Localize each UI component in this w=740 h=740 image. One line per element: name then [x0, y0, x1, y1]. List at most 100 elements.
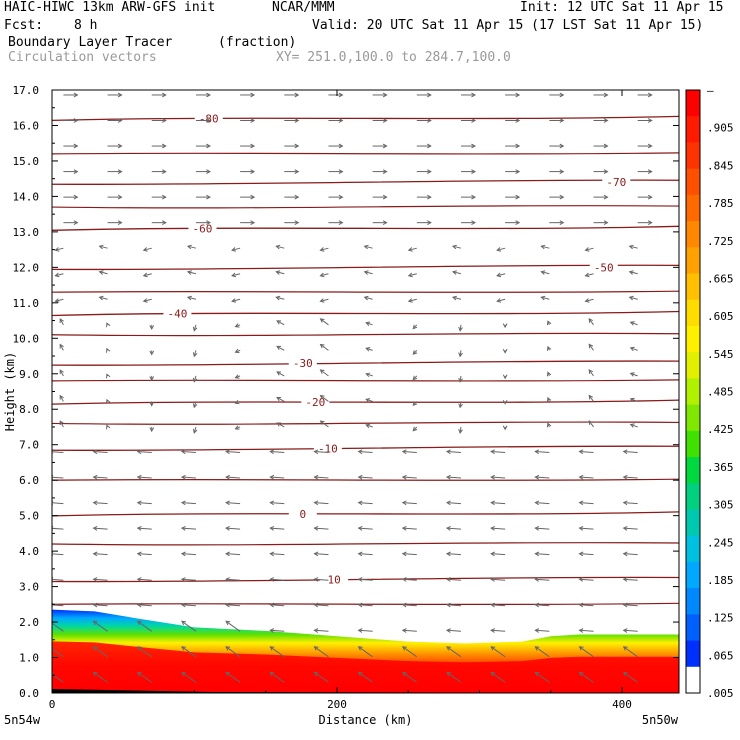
- circulation-vector: [270, 527, 285, 530]
- vector-head: [276, 422, 282, 427]
- vector-head: [98, 244, 104, 250]
- vector-head: [603, 92, 609, 98]
- circulation-vector: [623, 671, 638, 683]
- vector-head: [401, 500, 407, 506]
- vector-head: [142, 272, 148, 278]
- circulation-vector: [629, 245, 638, 249]
- vector-head: [161, 220, 167, 226]
- vector-head: [445, 474, 451, 480]
- vector-head: [401, 577, 407, 582]
- vector-head: [294, 92, 300, 98]
- circulation-vector: [93, 671, 108, 683]
- vector-head: [225, 526, 230, 531]
- colorbar-swatch: [686, 666, 700, 694]
- vector-head: [313, 474, 319, 480]
- vector-head: [225, 551, 230, 557]
- vector-head: [117, 169, 123, 174]
- vector-head: [161, 143, 167, 149]
- vector-head: [319, 247, 325, 252]
- vector-head: [647, 118, 653, 123]
- x-tick-label: 200: [327, 698, 347, 711]
- vector-head: [117, 92, 123, 98]
- vector-head: [445, 602, 451, 608]
- vector-head: [181, 646, 186, 651]
- vector-head: [294, 220, 300, 226]
- circulation-vector: [137, 646, 153, 658]
- circulation-vector: [630, 372, 638, 377]
- circulation-vector: [276, 397, 285, 402]
- circulation-vector: [276, 320, 285, 326]
- cross-section-coords: XY= 251.0,100.0 to 284.7,100.0: [276, 50, 511, 65]
- colorbar-swatch: [686, 194, 700, 222]
- vector-head: [269, 628, 275, 633]
- circulation-vector: [364, 271, 373, 275]
- vector-head: [338, 220, 344, 226]
- vector-head: [73, 118, 79, 123]
- vector-head: [92, 449, 98, 455]
- vector-head: [149, 401, 155, 407]
- vector-head: [628, 270, 634, 275]
- vector-head: [234, 374, 240, 379]
- circulation-vector: [358, 578, 373, 581]
- circulation-vector: [137, 502, 152, 505]
- vector-head: [59, 420, 64, 426]
- vector-head: [490, 551, 495, 557]
- vector-head: [161, 92, 167, 98]
- vector-head: [136, 526, 142, 531]
- vector-head: [647, 169, 653, 174]
- circulation-vector: [446, 646, 462, 658]
- vector-head: [427, 194, 432, 200]
- circulation-vector: [446, 527, 462, 530]
- vector-head: [357, 551, 363, 557]
- circulation-vector: [181, 604, 196, 607]
- vector-head: [313, 551, 319, 557]
- circulation-vector: [402, 451, 417, 454]
- vector-head: [92, 474, 98, 480]
- vector-head: [471, 143, 477, 149]
- vector-head: [471, 169, 477, 174]
- circulation-vector: [579, 578, 594, 581]
- circulation-vector: [55, 298, 64, 302]
- circulation-vector: [490, 646, 506, 658]
- colorbar-swatch: [686, 430, 700, 458]
- colorbar-label: .365: [707, 461, 734, 474]
- circulation-vector: [269, 646, 285, 658]
- circulation-vector: [579, 646, 594, 658]
- vector-head: [546, 396, 552, 402]
- circulation-vector: [226, 604, 241, 607]
- circulation-vector: [452, 271, 462, 275]
- vector-head: [559, 169, 565, 174]
- y-tick-label: 12.0: [13, 261, 40, 274]
- vector-head: [559, 118, 565, 123]
- temperature-contour: [52, 179, 679, 185]
- vector-head: [412, 426, 418, 432]
- vector-head: [496, 298, 502, 303]
- vector-head: [275, 270, 281, 275]
- vector-head: [584, 298, 590, 303]
- circulation-vector: [408, 298, 417, 302]
- circulation-vector: [623, 646, 638, 658]
- circulation-vector: [59, 318, 64, 326]
- vector-head: [559, 92, 565, 98]
- vector-head: [73, 169, 79, 174]
- colorbar-swatch: [686, 90, 700, 117]
- colorbar-label: .125: [707, 612, 734, 625]
- vector-head: [446, 671, 452, 677]
- vector-head: [92, 671, 98, 677]
- circulation-vector: [181, 553, 196, 556]
- circulation-vector: [364, 296, 373, 300]
- circulation-vector: [52, 553, 64, 556]
- contour-label-bg: [163, 306, 192, 319]
- vector-head: [161, 118, 167, 123]
- circulation-vector: [181, 527, 196, 530]
- colorbar-swatch: [686, 640, 700, 668]
- vector-head: [225, 474, 230, 480]
- vector-head: [275, 244, 281, 250]
- temperature-contour: [52, 360, 679, 366]
- vector-head: [496, 272, 502, 278]
- vector-head: [231, 247, 237, 252]
- colorbar-swatch: [686, 325, 700, 353]
- contour-label-bg: [313, 441, 342, 454]
- vector-head: [313, 646, 319, 651]
- circulation-vector: [137, 553, 152, 556]
